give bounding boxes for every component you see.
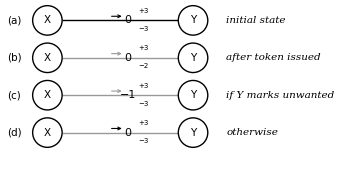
Text: X: X <box>44 53 51 63</box>
Text: +3: +3 <box>139 8 149 14</box>
Text: Y: Y <box>190 90 196 100</box>
Text: (b): (b) <box>7 53 21 63</box>
Text: otherwise: otherwise <box>226 128 278 137</box>
Text: (c): (c) <box>7 90 21 100</box>
Text: −1: −1 <box>120 90 136 100</box>
Text: +3: +3 <box>139 83 149 89</box>
Text: +3: +3 <box>139 45 149 51</box>
Text: 0: 0 <box>125 128 132 138</box>
Text: Y: Y <box>190 15 196 25</box>
Text: after token issued: after token issued <box>226 53 321 62</box>
Text: initial state: initial state <box>226 16 286 25</box>
Text: X: X <box>44 90 51 100</box>
Text: +3: +3 <box>139 120 149 126</box>
Text: Y: Y <box>190 128 196 138</box>
Text: if Y marks unwanted: if Y marks unwanted <box>226 91 335 100</box>
Text: 0: 0 <box>125 53 132 63</box>
Text: Y: Y <box>190 53 196 63</box>
Text: (d): (d) <box>7 128 21 138</box>
Text: 0: 0 <box>125 15 132 25</box>
Text: (a): (a) <box>7 15 21 25</box>
Text: −3: −3 <box>139 101 149 107</box>
Text: −3: −3 <box>139 138 149 144</box>
Text: X: X <box>44 128 51 138</box>
Text: −3: −3 <box>139 26 149 32</box>
Text: −2: −2 <box>139 63 149 69</box>
Text: X: X <box>44 15 51 25</box>
